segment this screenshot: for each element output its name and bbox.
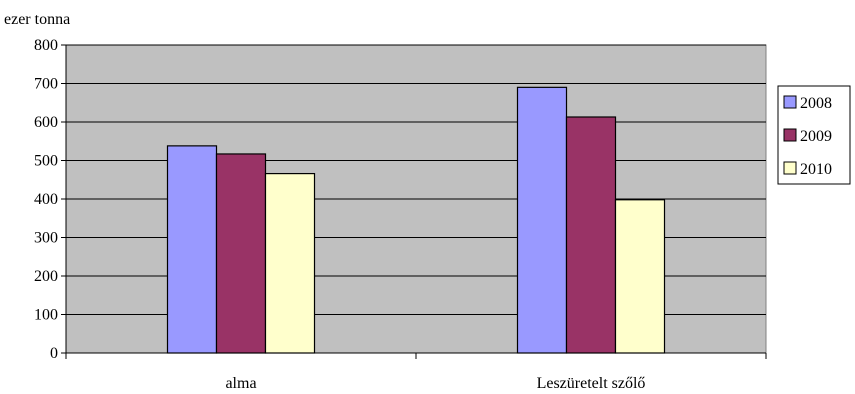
bar-2010-0 <box>264 172 316 354</box>
bar-2008-1 <box>516 86 568 354</box>
legend-swatch-2010 <box>783 161 797 175</box>
legend-swatch-2009 <box>783 128 797 142</box>
bar-2010-1 <box>614 199 666 354</box>
legend-swatch-2008 <box>783 95 797 109</box>
bar-2009-0 <box>215 153 267 354</box>
y-tick-label: 600 <box>34 114 58 131</box>
legend-label-2008: 2008 <box>800 95 832 112</box>
x-category-label: alma <box>225 375 256 392</box>
y-tick-label: 300 <box>34 230 58 247</box>
bar-2009-1 <box>565 116 617 354</box>
y-tick-label: 800 <box>34 37 58 54</box>
legend-label-2010: 2010 <box>800 161 832 178</box>
y-tick-label: 700 <box>34 76 58 93</box>
bar-2008-0 <box>166 145 218 354</box>
bars <box>166 86 666 354</box>
y-tick-label: 200 <box>34 268 58 285</box>
x-category-label: Leszüretelt szőlő <box>537 375 646 392</box>
y-tick-label: 400 <box>34 191 58 208</box>
y-tick-label: 100 <box>34 307 58 324</box>
y-unit-label: ezer tonna <box>4 11 70 28</box>
legend-label-2009: 2009 <box>800 128 832 145</box>
y-tick-label: 500 <box>34 153 58 170</box>
y-tick-label: 0 <box>50 345 58 362</box>
y-axis: 0 100 200 300 400 500 600 700 800 <box>34 37 67 362</box>
legend: 2008 2009 2010 <box>777 85 851 185</box>
x-axis: alma Leszüretelt szőlő <box>65 352 767 392</box>
